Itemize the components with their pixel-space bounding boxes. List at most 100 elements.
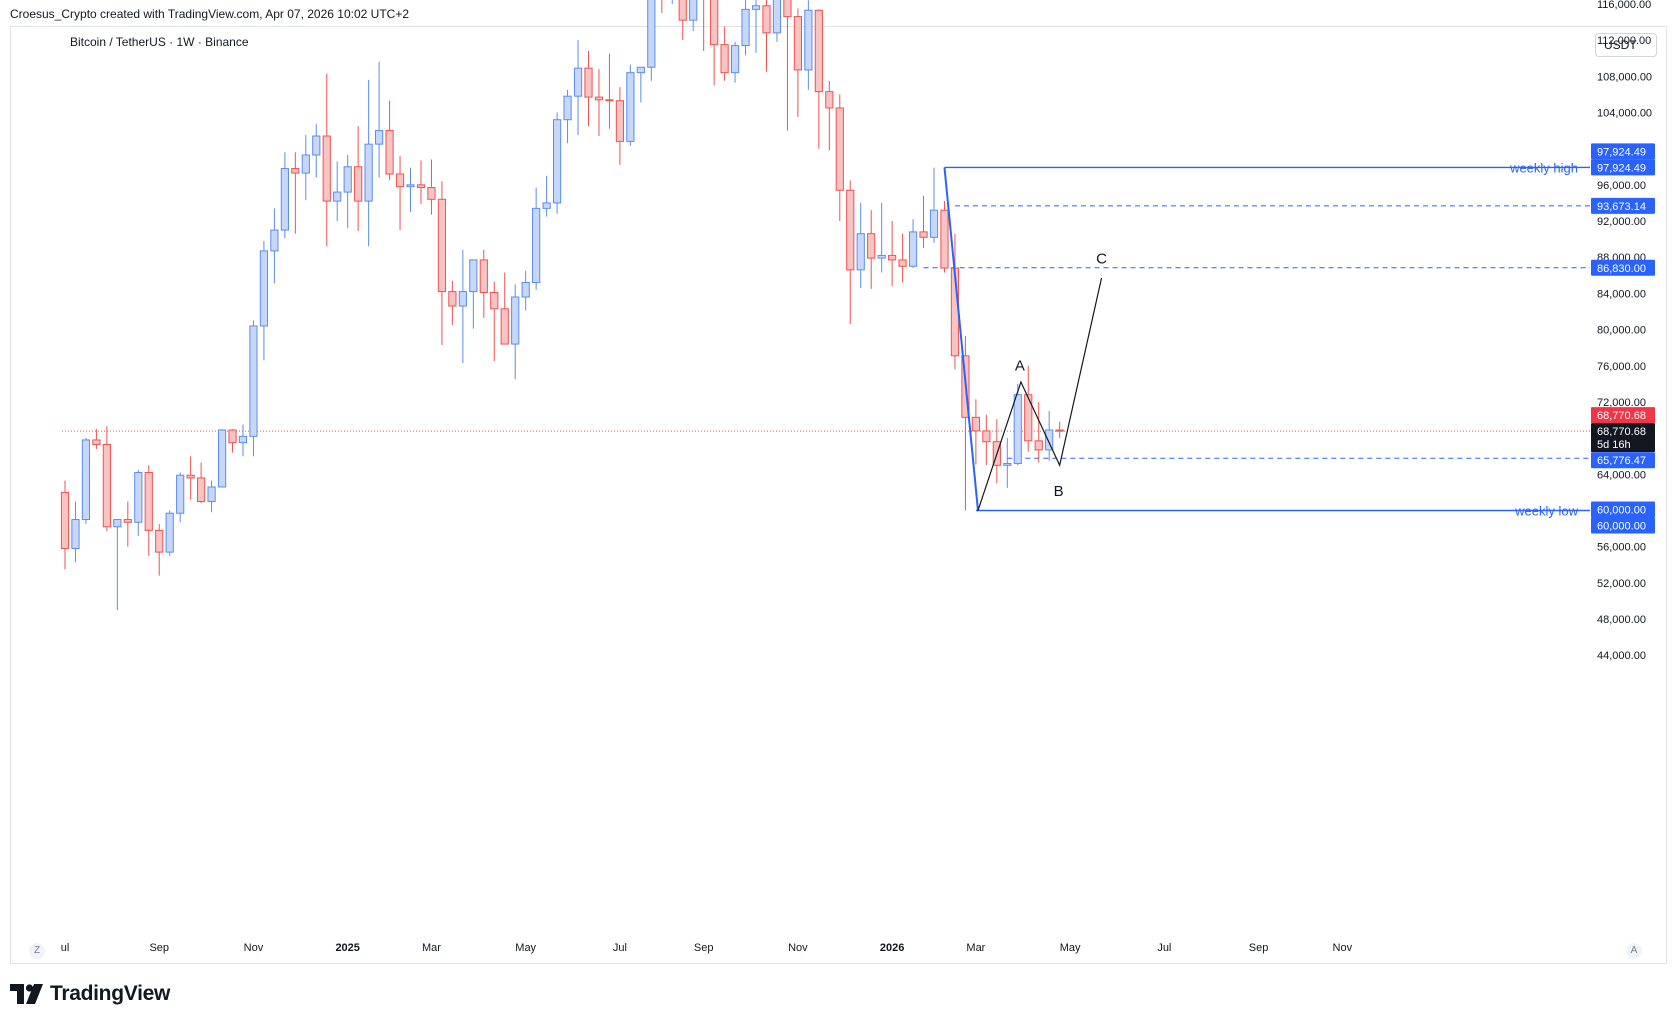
y-tick-label: 56,000.00 [1597, 542, 1646, 554]
wave-label-b: B [1054, 483, 1064, 500]
candle-body [113, 519, 122, 528]
candle-body [458, 291, 467, 307]
candle-body [291, 168, 300, 174]
abc-wave-line [977, 277, 1103, 511]
candle-body [867, 233, 876, 259]
candle-body [228, 429, 237, 444]
candle-body [521, 282, 530, 298]
price-tag [1591, 423, 1655, 440]
candle-body [448, 291, 457, 307]
candle-body [940, 209, 949, 269]
x-tick-label: 2025 [335, 942, 359, 954]
y-tick-label: 80,000.00 [1597, 325, 1646, 337]
x-tick-label: 2026 [880, 942, 904, 954]
drop-to-low-line [943, 167, 979, 511]
candle-body [511, 296, 520, 345]
weekly-low-label: weekly low [1514, 504, 1578, 519]
candle-body [856, 233, 865, 271]
currency-selector[interactable]: USDT [1595, 33, 1657, 57]
price-tag-text: 5d 16h [1597, 439, 1631, 451]
price-tag-text: 60,000.00 [1597, 521, 1646, 533]
price-tag [1591, 407, 1655, 424]
candle-body [919, 231, 928, 238]
brand-name: TradingView [50, 982, 171, 1005]
x-tick-label: Jul [613, 942, 627, 954]
candle-body [71, 519, 80, 549]
candle-body [354, 166, 363, 202]
candle-body [563, 95, 572, 121]
price-tag-text: 60,000.00 [1597, 505, 1646, 517]
candle-body [500, 308, 509, 345]
candle-body [720, 44, 729, 74]
candle-body [710, 0, 719, 46]
x-tick-label: Sep [1249, 942, 1269, 954]
y-tick-label: 104,000.00 [1597, 107, 1652, 119]
candle-body [270, 229, 279, 252]
candle-body [793, 16, 802, 71]
candle-body [186, 474, 195, 479]
x-tick-label: Mar [966, 942, 985, 954]
x-tick-label: Nov [244, 942, 264, 954]
x-tick-label: ul [61, 942, 70, 954]
candle-body [1055, 429, 1064, 432]
price-tag [1591, 517, 1655, 534]
candle-body [375, 130, 384, 145]
wave-label-c: C [1096, 251, 1107, 268]
wave-label-a: A [1015, 357, 1025, 374]
candle-body [532, 207, 541, 284]
price-tag-text: 97,924.49 [1597, 146, 1646, 158]
candle-body [333, 191, 342, 202]
candle-body [888, 254, 897, 261]
candle-body [134, 472, 143, 523]
candle-body [647, 0, 656, 68]
price-tag-text: 68,770.68 [1597, 410, 1646, 422]
candle-body [552, 119, 562, 204]
y-tick-label: 44,000.00 [1597, 650, 1646, 662]
candle-body [835, 107, 844, 191]
candle-body [322, 135, 331, 202]
y-tick-label: 84,000.00 [1597, 288, 1646, 300]
candle-body [804, 9, 813, 71]
attribution-text: Croesus_Crypto created with TradingView.… [10, 7, 409, 21]
candle-body [197, 477, 206, 502]
candle-body [584, 67, 593, 98]
candle-body [427, 187, 436, 200]
candle-body [238, 435, 248, 444]
corner-left-badge[interactable]: Z [29, 943, 45, 959]
price-tag [1591, 143, 1655, 160]
candle-body [762, 5, 771, 34]
candle-body [898, 259, 907, 267]
candle-body [825, 91, 834, 109]
price-tag [1591, 501, 1655, 518]
candle-body [490, 291, 499, 310]
x-tick-label: Sep [149, 942, 169, 954]
candle-body [385, 130, 394, 175]
candle-body [395, 173, 405, 188]
price-tag-text: 97,924.49 [1597, 162, 1646, 174]
tradingview-logo: TradingView [10, 982, 170, 1006]
candle-body [615, 100, 625, 142]
auto-scale-button[interactable]: A [1626, 943, 1642, 959]
price-tag-text: 68,770.68 [1597, 426, 1646, 438]
candle-body [982, 430, 991, 443]
candle-body [469, 259, 478, 293]
candle-body [259, 250, 269, 327]
candle-body [144, 472, 153, 531]
price-tag [1591, 197, 1655, 214]
candle-body [155, 529, 164, 553]
candle-body [280, 168, 289, 231]
candle-body [542, 202, 551, 209]
candle-body [1045, 429, 1054, 451]
candle-body [689, 0, 698, 21]
x-tick-label: May [515, 942, 536, 954]
candle-body [751, 5, 761, 10]
candle-body [772, 0, 782, 34]
candle-body [249, 325, 258, 437]
symbol-title: Bitcoin / TetherUS · 1W · Binance [70, 35, 249, 49]
y-tick-label: 92,000.00 [1597, 216, 1646, 228]
y-tick-label: 108,000.00 [1597, 71, 1652, 83]
candle-body [814, 9, 823, 93]
price-tag [1591, 159, 1655, 176]
candle-body [636, 66, 645, 74]
